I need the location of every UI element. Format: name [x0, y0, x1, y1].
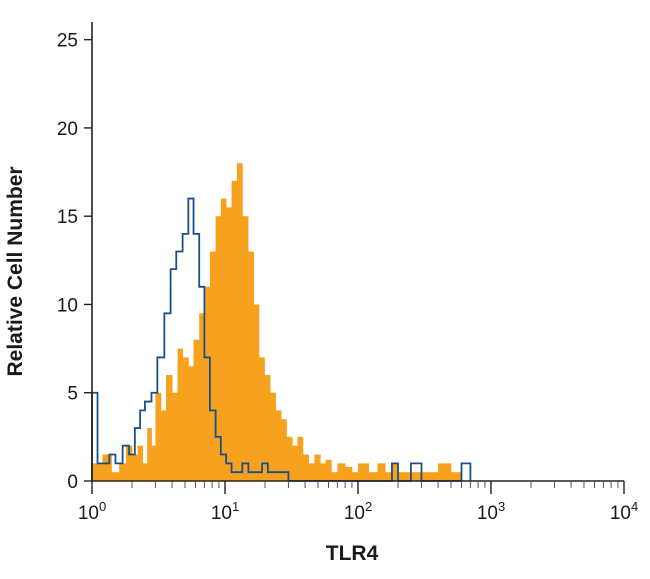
- histogram-bin-filled: [270, 392, 276, 481]
- x-tick-label: 102: [344, 499, 372, 524]
- histogram-bin-filled: [160, 410, 167, 481]
- y-tick-label: 20: [57, 119, 78, 140]
- histogram-bin-filled: [314, 454, 321, 481]
- histogram-bin-filled: [368, 472, 378, 481]
- histogram-bin-filled: [308, 463, 315, 481]
- histogram-bin-filled: [165, 375, 173, 481]
- y-axis-ticks: 0 5 10 15 20 25: [57, 31, 92, 493]
- histogram-bin-filled: [125, 445, 133, 481]
- histogram-bin-filled: [248, 251, 254, 481]
- histogram-bin-filled: [377, 463, 386, 481]
- x-tick-label: 101: [211, 499, 239, 524]
- histogram-bin-filled: [231, 180, 238, 481]
- histogram-bin-filled: [188, 366, 194, 481]
- histogram-bin-filled: [275, 410, 282, 481]
- histogram-bin-filled: [236, 163, 243, 481]
- histogram-bin-filled: [102, 454, 112, 481]
- x-tick-label: 104: [610, 499, 638, 524]
- histogram-bin-filled: [209, 251, 217, 481]
- x-tick-label: 100: [78, 499, 106, 524]
- histogram-bin-filled: [351, 472, 359, 481]
- histogram-bin-filled: [253, 304, 260, 481]
- histogram-bin-filled: [92, 463, 103, 481]
- filled-histogram-layer: [92, 163, 462, 482]
- y-tick-label: 5: [67, 384, 78, 405]
- y-tick-label: 0: [67, 472, 78, 493]
- histogram-bin-filled: [226, 207, 232, 481]
- histogram-bin-filled: [292, 445, 298, 481]
- histogram-bin-filled: [155, 392, 162, 481]
- histogram-bin-filled: [385, 472, 393, 481]
- plot-area: [91, 163, 472, 482]
- histogram-bin-filled: [177, 348, 184, 481]
- histogram-bin-filled: [142, 463, 148, 481]
- histogram-bin-filled: [345, 466, 353, 481]
- histogram-bin-filled: [302, 454, 309, 481]
- histogram-bin-filled: [220, 198, 227, 482]
- histogram-bin-filled: [242, 216, 249, 481]
- histogram-bin-filled: [215, 216, 222, 481]
- y-tick-label: 10: [57, 295, 78, 316]
- histogram-bin-filled: [151, 445, 156, 481]
- y-tick-label: 15: [57, 207, 78, 228]
- histogram-bin-filled: [172, 392, 178, 481]
- histogram-bin-filled: [286, 436, 293, 481]
- histogram-bin-filled: [391, 463, 399, 481]
- histogram-bin-filled: [438, 463, 452, 481]
- histogram-bin-filled: [358, 463, 369, 481]
- histogram-bin-filled: [281, 419, 287, 481]
- histogram-bin-filled: [199, 313, 205, 481]
- x-tick-label: 103: [477, 499, 505, 524]
- histogram-bin-filled: [264, 375, 271, 481]
- histogram-bin-filled: [297, 436, 304, 481]
- histogram-bin-filled: [132, 454, 138, 481]
- histogram-bin-filled: [410, 472, 422, 481]
- histogram-bin-filled: [204, 286, 211, 481]
- x-axis-title: TLR4: [326, 542, 379, 565]
- histogram-bin-filled: [398, 472, 412, 481]
- histogram-bin-filled: [193, 339, 200, 481]
- histogram-bin-filled: [182, 357, 189, 481]
- histogram-bin-filled: [147, 428, 152, 481]
- histogram-bin-filled: [137, 445, 143, 481]
- histogram-bin-filled: [111, 472, 120, 481]
- histogram-bin-filled: [320, 463, 326, 481]
- histogram-bin-filled: [337, 463, 346, 481]
- histogram-bin-filled: [421, 472, 439, 481]
- histogram-bin-filled: [325, 459, 332, 481]
- histogram-bin-filled: [258, 357, 265, 481]
- y-axis-title: Relative Cell Number: [4, 166, 27, 376]
- histogram-bin-filled: [450, 472, 462, 481]
- histogram-bin-filled: [119, 463, 127, 481]
- y-tick-label: 25: [57, 31, 78, 52]
- x-axis-ticks: 100 101 102 103 104: [78, 481, 638, 524]
- histogram-bin-filled: [331, 472, 338, 481]
